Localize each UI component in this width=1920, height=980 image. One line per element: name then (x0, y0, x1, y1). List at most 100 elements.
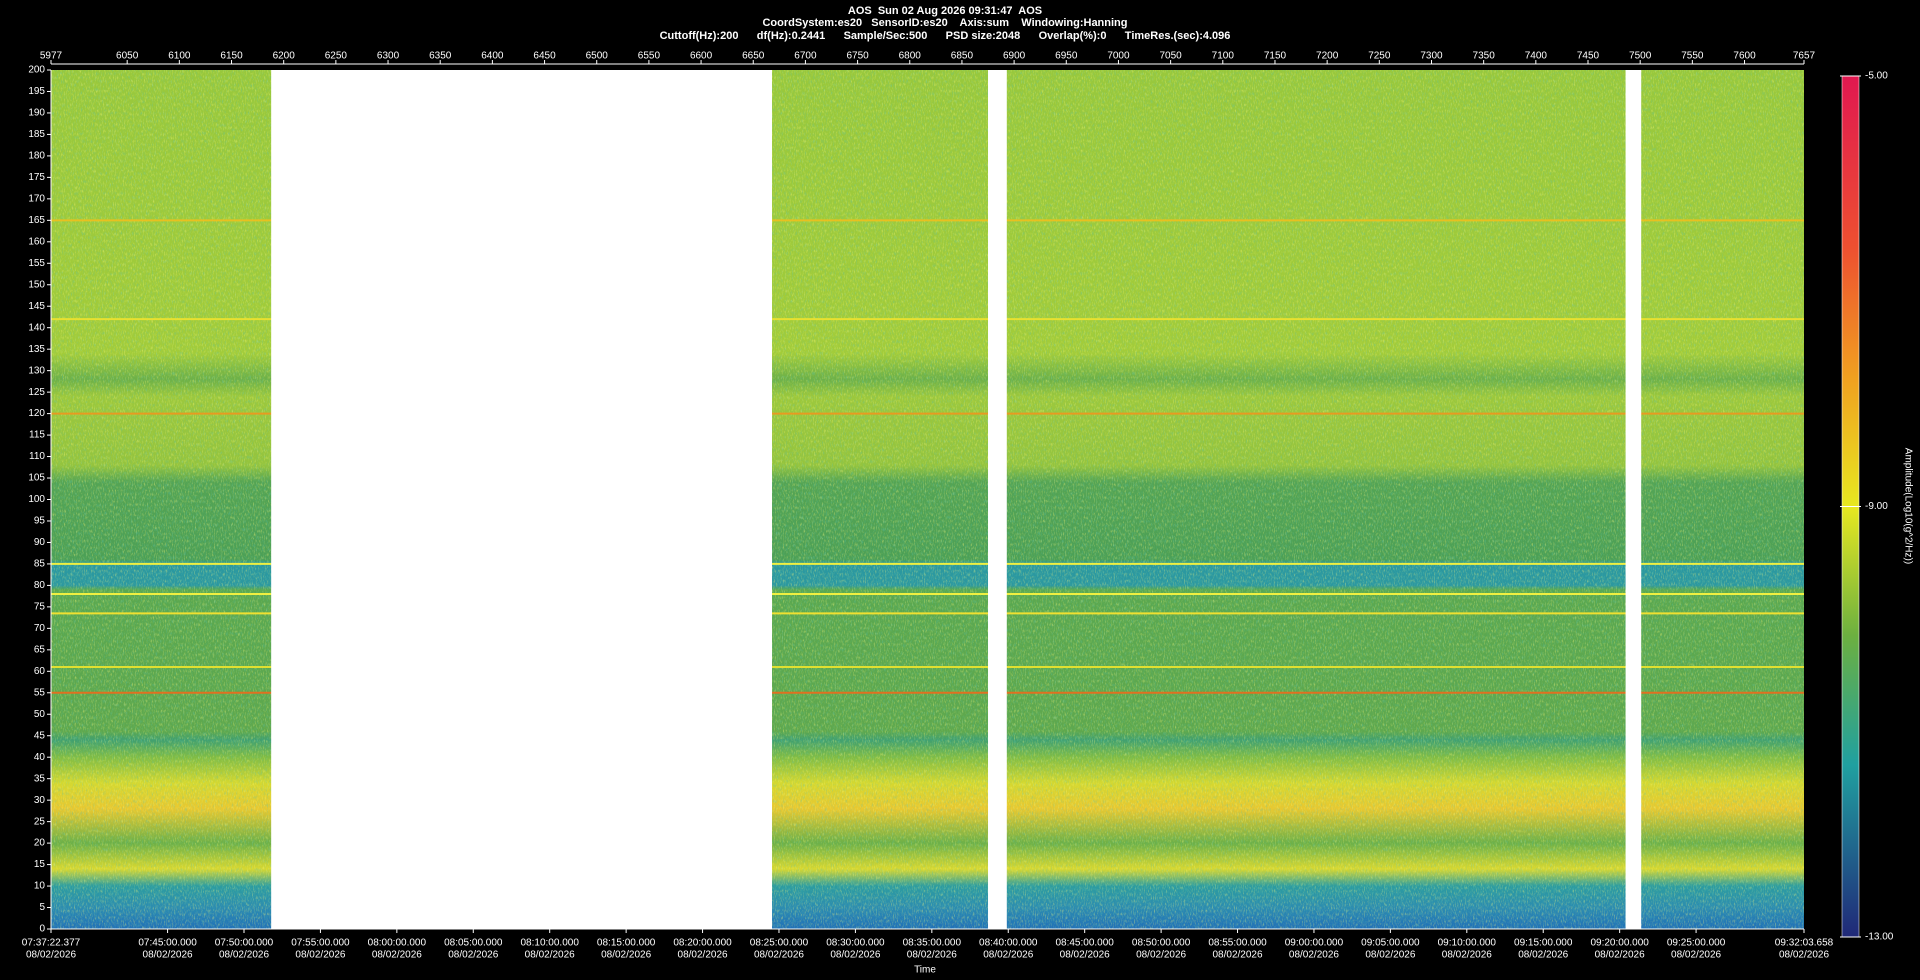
x-tick-label: 09:15:00.000 (1514, 938, 1573, 949)
x2-tick-label: 7500 (1629, 51, 1652, 62)
x2-tick-label: 7200 (1316, 51, 1339, 62)
x-tick-label: 09:10:00.000 (1438, 938, 1497, 949)
y-tick-label: 20 (34, 838, 46, 849)
y-tick-label: 0 (39, 924, 45, 935)
x-tick-label: 07:45:00.000 (138, 938, 197, 949)
x2-tick-label: 7400 (1525, 51, 1548, 62)
x-tick-label: 08:10:00.000 (521, 938, 580, 949)
y-tick-label: 145 (28, 301, 45, 312)
x-tick-date: 08/02/2026 (1779, 950, 1829, 961)
x-tick-label: 08:15:00.000 (597, 938, 656, 949)
x-tick-date: 08/02/2026 (143, 950, 193, 961)
y-tick-label: 105 (28, 473, 45, 484)
y-tick-label: 185 (28, 129, 45, 140)
x2-tick-label: 7050 (1159, 51, 1182, 62)
x-tick-label: 08:45:00.000 (1055, 938, 1114, 949)
x2-tick-label: 7600 (1733, 51, 1756, 62)
x2-tick-label: 6550 (638, 51, 661, 62)
y-tick-label: 95 (34, 516, 46, 527)
y-tick-label: 5 (39, 902, 45, 913)
x-tick-label: 08:25:00.000 (750, 938, 809, 949)
x-tick-date: 08/02/2026 (1518, 950, 1568, 961)
x-tick-date: 08/02/2026 (295, 950, 345, 961)
x2-tick-label: 7100 (1212, 51, 1235, 62)
x-tick-date: 08/02/2026 (754, 950, 804, 961)
x-tick-label: 07:55:00.000 (291, 938, 350, 949)
x-tick-date: 08/02/2026 (26, 950, 76, 961)
y-tick-label: 75 (34, 602, 46, 613)
x2-tick-label: 6700 (794, 51, 817, 62)
x2-tick-label: 6600 (690, 51, 713, 62)
x2-tick-label: 6100 (168, 51, 191, 62)
x2-tick-label: 6650 (742, 51, 765, 62)
y-tick-label: 190 (28, 108, 45, 119)
y-tick-label: 120 (28, 408, 45, 419)
x2-tick-label: 6900 (1003, 51, 1026, 62)
x2-tick-label: 6400 (481, 51, 504, 62)
x-axis-title: Time (914, 965, 936, 976)
x2-tick-label: 6850 (951, 51, 974, 62)
y-tick-label: 160 (28, 236, 45, 247)
y-tick-label: 155 (28, 258, 45, 269)
x-tick-date: 08/02/2026 (448, 950, 498, 961)
y-tick-label: 10 (34, 881, 46, 892)
header-line: AOS Sun 02 Aug 2026 09:31:47 AOS (848, 5, 1042, 17)
no-data-gap (988, 70, 1007, 929)
x-tick-label: 09:32:03.658 (1775, 938, 1834, 949)
y-tick-label: 200 (28, 65, 45, 76)
x-tick-label: 08:05:00.000 (444, 938, 503, 949)
y-tick-label: 130 (28, 365, 45, 376)
y-tick-label: 85 (34, 559, 46, 570)
x2-tick-label: 5977 (40, 51, 63, 62)
header-line: Cuttoff(Hz):200 df(Hz):0.2441 Sample/Sec… (660, 30, 1231, 42)
x-tick-label: 08:00:00.000 (368, 938, 427, 949)
y-tick-label: 135 (28, 344, 45, 355)
x-tick-date: 08/02/2026 (1595, 950, 1645, 961)
y-tick-label: 55 (34, 687, 46, 698)
x2-tick-label: 6500 (586, 51, 609, 62)
x-tick-date: 08/02/2026 (1442, 950, 1492, 961)
y-tick-label: 60 (34, 666, 46, 677)
x2-tick-label: 6150 (220, 51, 243, 62)
x-tick-date: 08/02/2026 (1671, 950, 1721, 961)
x2-tick-label: 7300 (1420, 51, 1443, 62)
header-line: CoordSystem:es20 SensorID:es20 Axis:sum … (762, 17, 1127, 29)
y-tick-label: 125 (28, 387, 45, 398)
y-tick-label: 25 (34, 816, 46, 827)
x-tick-label: 09:20:00.000 (1590, 938, 1649, 949)
x2-tick-label: 6200 (273, 51, 296, 62)
x-tick-label: 09:25:00.000 (1667, 938, 1726, 949)
x2-tick-label: 6250 (325, 51, 348, 62)
colorbar-title: Amplitude(Log10(g^2/Hz)) (1902, 448, 1913, 564)
y-tick-label: 195 (28, 86, 45, 97)
y-tick-label: 50 (34, 709, 46, 720)
x2-tick-label: 6750 (846, 51, 869, 62)
y-tick-label: 35 (34, 773, 46, 784)
x2-tick-label: 7550 (1681, 51, 1704, 62)
x2-tick-label: 7350 (1473, 51, 1496, 62)
colorbar-tick-label: -13.00 (1865, 932, 1894, 943)
x2-tick-label: 6450 (533, 51, 556, 62)
x-tick-label: 07:50:00.000 (215, 938, 274, 949)
y-tick-label: 65 (34, 644, 46, 655)
no-data-gap (271, 70, 773, 929)
x-tick-label: 08:55:00.000 (1208, 938, 1267, 949)
x2-tick-label: 7657 (1793, 51, 1816, 62)
no-data-gap (1625, 70, 1642, 929)
x-tick-date: 08/02/2026 (601, 950, 651, 961)
x-tick-label: 08:50:00.000 (1132, 938, 1191, 949)
plot-area (51, 70, 1804, 929)
x-tick-date: 08/02/2026 (1136, 950, 1186, 961)
y-tick-label: 140 (28, 322, 45, 333)
x-tick-date: 08/02/2026 (907, 950, 957, 961)
x-tick-label: 08:35:00.000 (903, 938, 962, 949)
y-tick-label: 40 (34, 752, 46, 763)
x-tick-date: 08/02/2026 (983, 950, 1033, 961)
y-tick-label: 110 (29, 451, 45, 462)
y-tick-label: 30 (34, 795, 46, 806)
x-tick-date: 08/02/2026 (1365, 950, 1415, 961)
y-tick-label: 165 (28, 215, 45, 226)
x2-tick-label: 6950 (1055, 51, 1078, 62)
x2-tick-label: 6350 (429, 51, 452, 62)
